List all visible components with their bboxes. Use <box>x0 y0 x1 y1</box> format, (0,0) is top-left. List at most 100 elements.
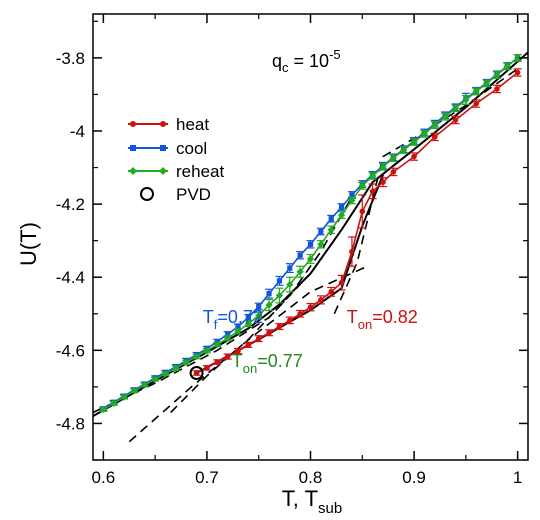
point-heat <box>255 335 262 342</box>
annotation-base: T <box>203 307 214 327</box>
point-reheat <box>182 358 190 366</box>
fit-line-dashed <box>170 196 353 414</box>
point-reheat <box>203 347 211 355</box>
legend-item-reheat: reheat <box>128 162 224 181</box>
annotation-sub: on <box>243 361 257 376</box>
qc-mid: = 10 <box>289 51 330 71</box>
y-axis-label: U(T) <box>16 222 41 266</box>
point-cool <box>266 291 272 297</box>
point-heat <box>411 153 417 160</box>
point-heat <box>390 169 397 175</box>
legend-marker-cool <box>130 145 136 151</box>
point-heat <box>359 208 366 215</box>
annotation-base: T <box>232 351 243 371</box>
point-reheat <box>410 138 418 146</box>
point-cool <box>225 331 231 337</box>
point-reheat <box>306 255 315 263</box>
legend-item-cool: cool <box>128 139 207 158</box>
legend-label-reheat: reheat <box>176 162 224 181</box>
point-reheat <box>151 375 159 383</box>
point-reheat <box>451 104 460 112</box>
legend-marker-heat-2 <box>160 121 166 127</box>
point-reheat <box>379 163 387 171</box>
point-reheat <box>234 327 242 335</box>
point-pvd <box>189 365 204 380</box>
point-reheat <box>327 226 335 234</box>
point-heat <box>224 353 231 360</box>
point-heat <box>473 100 480 107</box>
annotation-value: =0.77 <box>257 351 303 371</box>
point-reheat <box>358 182 366 190</box>
point-heat <box>307 304 314 310</box>
annotation-base: T <box>347 307 358 327</box>
point-reheat <box>130 387 139 395</box>
annotation-sub: on <box>358 317 372 332</box>
qc-base: q <box>272 51 282 71</box>
point-reheat <box>337 211 346 219</box>
legend-label-heat: heat <box>176 115 209 134</box>
qc-annotation: qc = 10-5 <box>272 47 341 75</box>
point-heat <box>266 329 272 336</box>
point-reheat <box>348 196 356 205</box>
point-heat <box>514 69 521 76</box>
x-tick-label: 0.6 <box>92 468 116 487</box>
point-reheat <box>161 370 170 378</box>
point-cool <box>297 252 303 258</box>
point-heat <box>431 134 438 140</box>
point-heat <box>235 348 241 354</box>
y-tick-label: -4.8 <box>56 414 85 433</box>
qc-sub: c <box>282 60 289 75</box>
point-reheat <box>99 405 107 414</box>
plot-frame <box>92 13 529 461</box>
legend-marker-reheat <box>129 167 137 175</box>
x-tick-label: 0.7 <box>195 468 219 487</box>
annotation-value: =0.82 <box>372 307 418 327</box>
point-reheat <box>275 291 284 300</box>
point-heat <box>297 310 303 317</box>
point-cool <box>338 204 345 210</box>
point-reheat <box>420 130 429 138</box>
legend-item-pvd: PVD <box>140 185 211 204</box>
point-heat <box>245 342 252 348</box>
y-tick-label: -4 <box>70 122 85 141</box>
point-reheat <box>482 79 491 88</box>
point-heat <box>328 289 335 295</box>
annotation-label: Tf=0.72 <box>203 307 263 332</box>
point-heat <box>338 279 345 286</box>
point-reheat <box>472 87 480 96</box>
point-reheat <box>514 54 522 62</box>
point-reheat <box>244 320 252 328</box>
x-axis-label: T, Tsub <box>282 486 342 517</box>
legend: heat cool reheat PVD <box>128 115 224 204</box>
point-reheat <box>213 340 221 349</box>
axis-ticks: 0.6 0.7 0.8 0.9 1 -3.8 -4 -4.2 -4.4 -4.6 -4.8 <box>56 14 528 487</box>
point-heat <box>349 248 355 255</box>
x-axis-label-main: T, T <box>282 486 318 511</box>
fit-line-dashed <box>333 68 519 315</box>
point-reheat <box>296 268 304 276</box>
annotation-label: Ton=0.82 <box>347 307 418 332</box>
point-heat <box>452 117 459 123</box>
legend-label-pvd: PVD <box>176 185 211 204</box>
x-tick-label: 0.8 <box>299 468 323 487</box>
point-heat <box>369 188 376 195</box>
legend-marker-cool-2 <box>160 145 166 151</box>
point-cool <box>328 216 334 222</box>
point-heat <box>494 86 500 92</box>
fit-line <box>196 174 384 374</box>
point-reheat <box>400 146 408 154</box>
point-reheat <box>503 62 511 70</box>
legend-marker-reheat-2 <box>159 167 167 175</box>
legend-label-cool: cool <box>176 139 207 158</box>
point-cool <box>256 303 262 310</box>
point-reheat <box>192 352 201 361</box>
y-tick-label: -3.8 <box>56 49 85 68</box>
y-tick-label: -4.2 <box>56 195 85 214</box>
point-heat <box>193 370 200 376</box>
fit-line <box>92 51 529 417</box>
point-reheat <box>224 334 232 342</box>
point-cool <box>318 228 324 235</box>
point-cool <box>245 314 251 321</box>
legend-marker-heat <box>130 121 136 127</box>
